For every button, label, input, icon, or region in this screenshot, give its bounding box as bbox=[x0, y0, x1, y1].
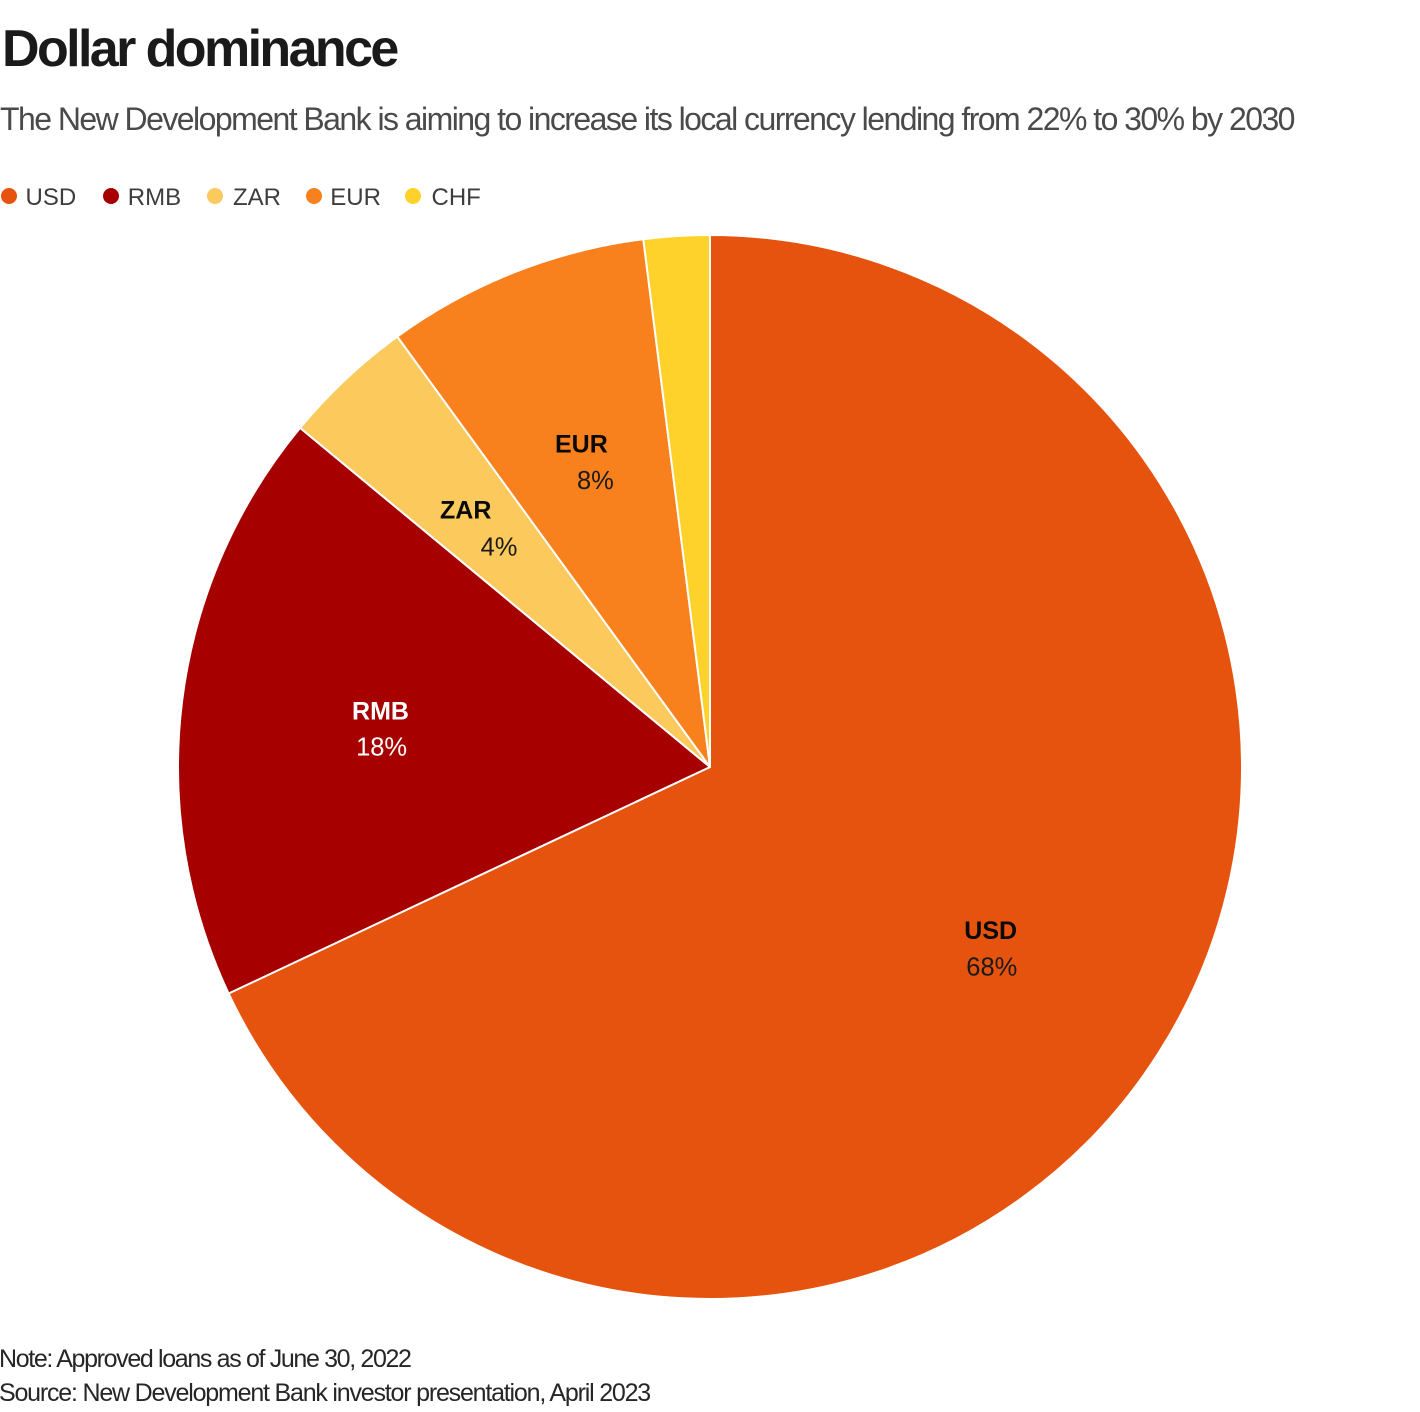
svg-text:4%: 4% bbox=[481, 534, 518, 562]
svg-text:8%: 8% bbox=[577, 467, 614, 495]
svg-text:ZAR: ZAR bbox=[440, 497, 491, 525]
svg-text:USD: USD bbox=[964, 917, 1017, 945]
svg-text:EUR: EUR bbox=[555, 431, 608, 459]
svg-text:RMB: RMB bbox=[352, 698, 409, 726]
svg-text:68%: 68% bbox=[966, 954, 1017, 982]
svg-text:18%: 18% bbox=[356, 734, 407, 762]
